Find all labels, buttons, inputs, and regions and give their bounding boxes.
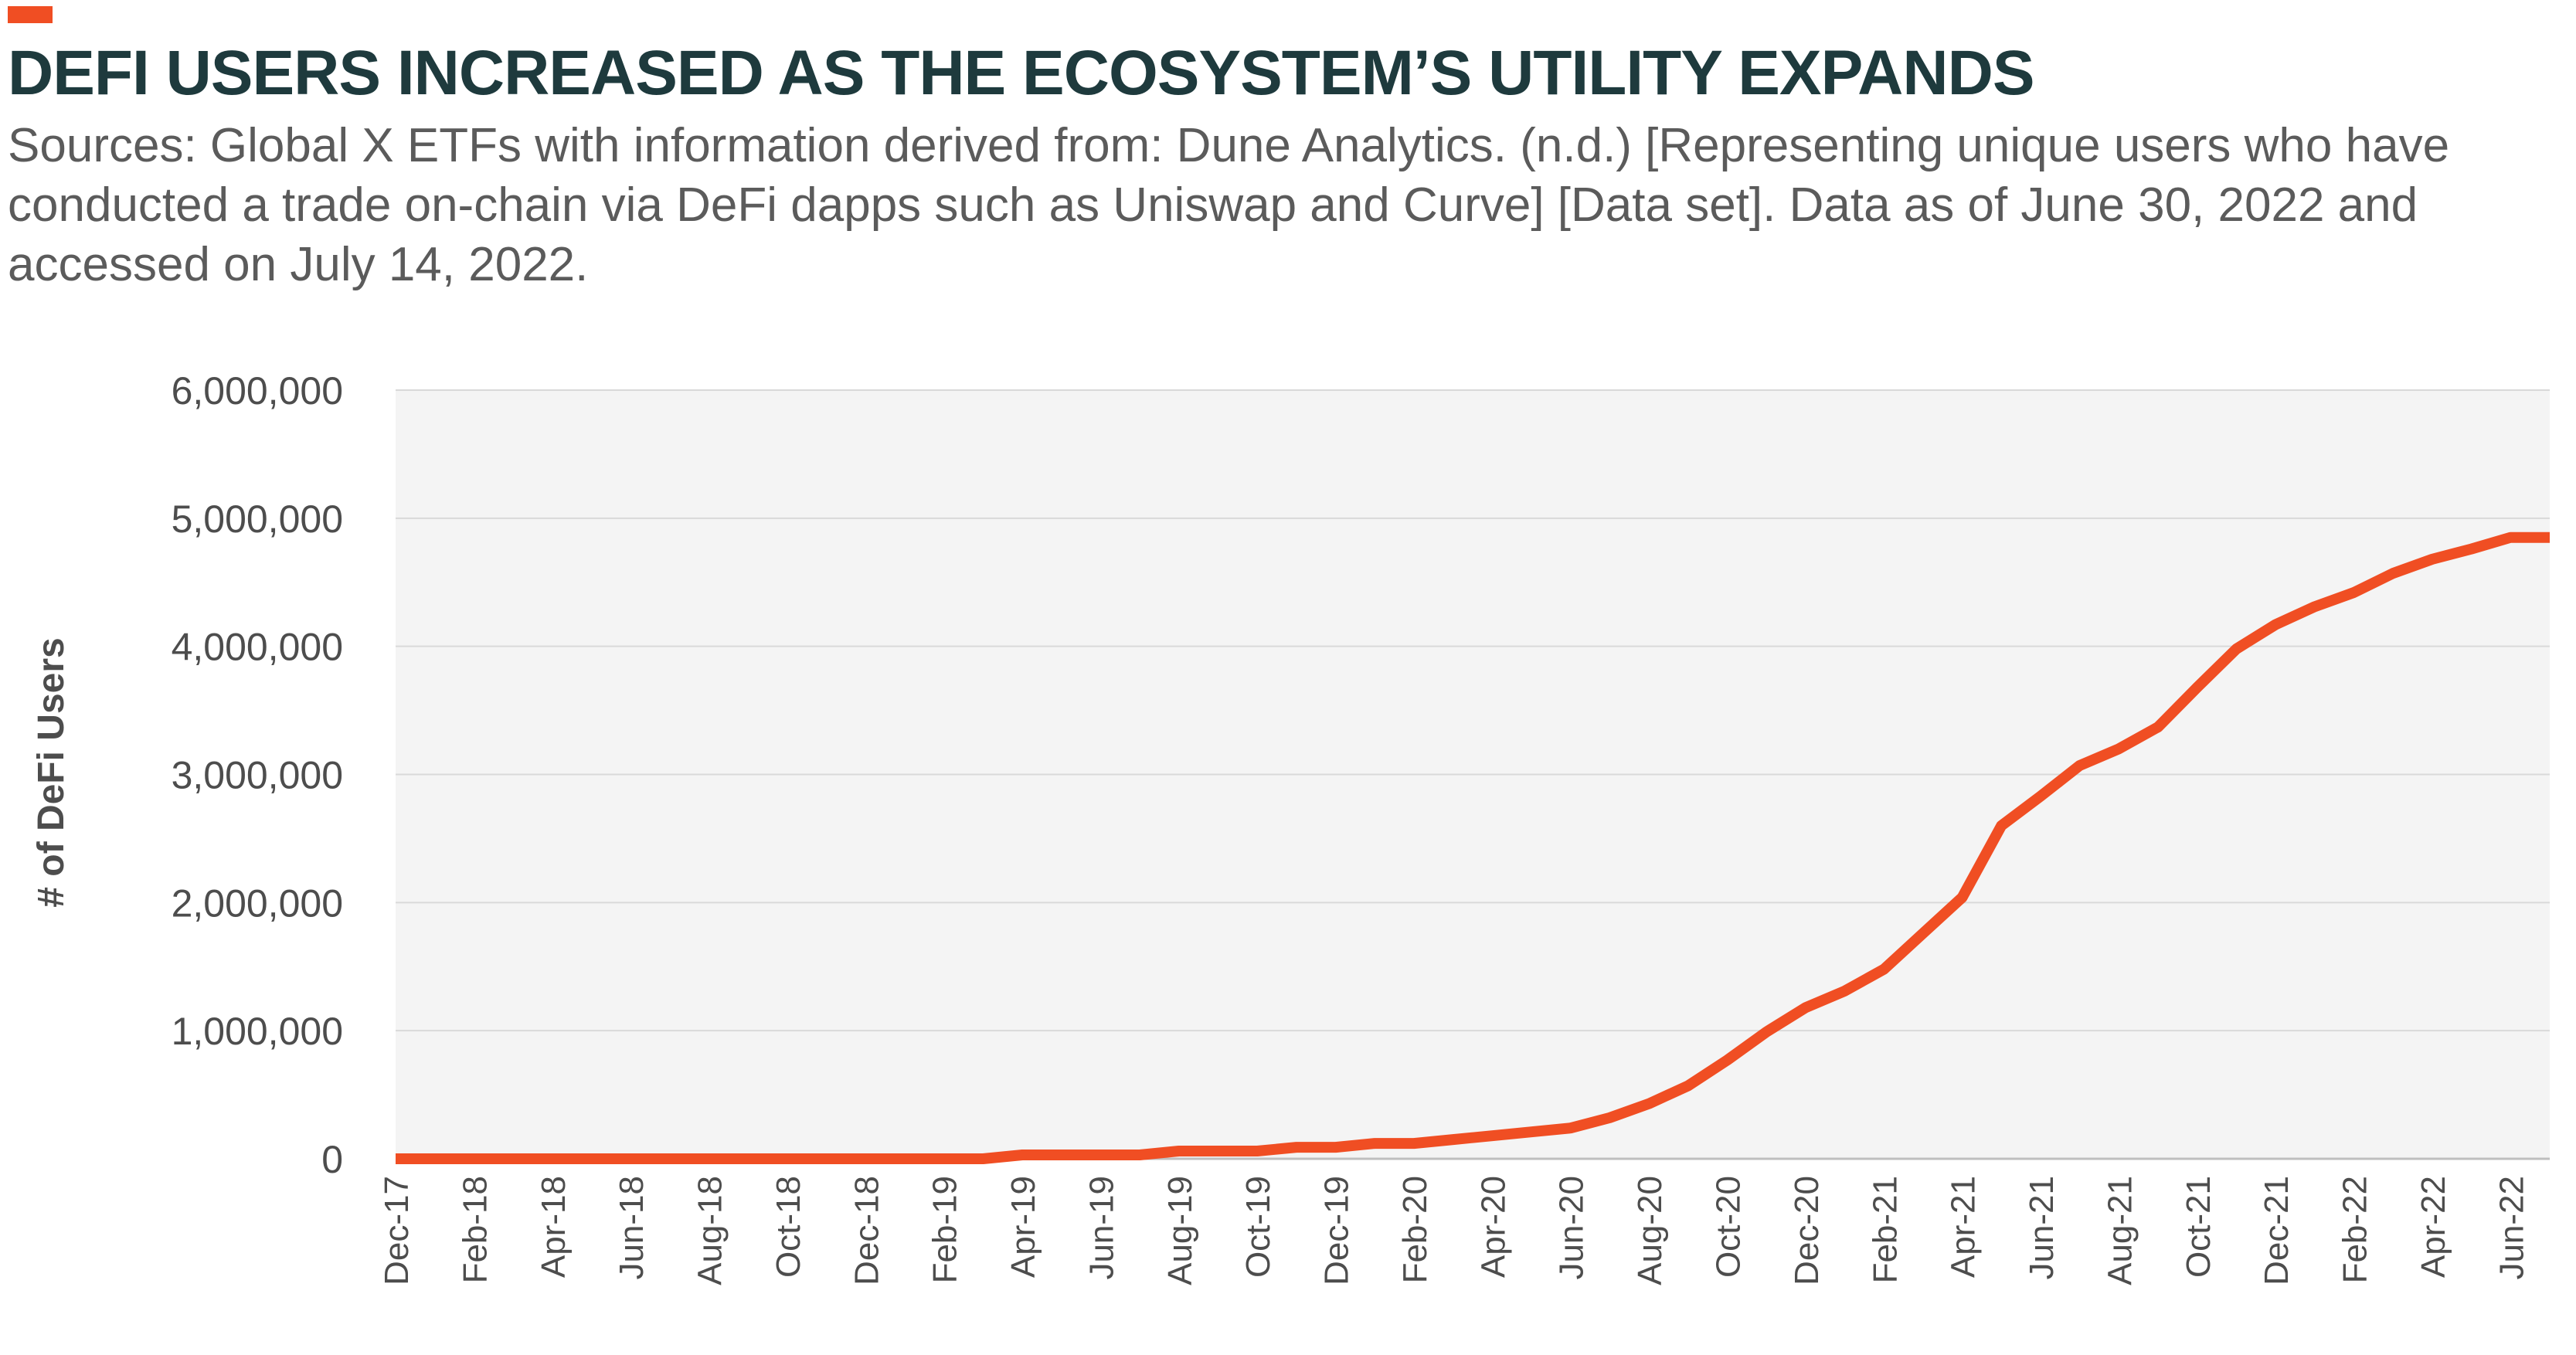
x-tick-label: Jun-20 (1553, 1176, 1591, 1280)
y-tick-label: 5,000,000 (172, 498, 343, 541)
y-axis-ticks: 0 1,000,000 2,000,000 3,000,000 4,000,000 5,0… (172, 369, 343, 1181)
x-tick-label: Dec-18 (848, 1176, 885, 1285)
x-tick-label: Aug-19 (1161, 1176, 1199, 1285)
x-tick-label: Jun-22 (2493, 1176, 2530, 1280)
x-tick-label: Feb-22 (2336, 1176, 2374, 1283)
y-tick-label: 3,000,000 (172, 754, 343, 797)
x-tick-label: Apr-18 (535, 1176, 573, 1278)
x-tick-label: Apr-21 (1945, 1176, 1983, 1278)
x-tick-label: Feb-21 (1866, 1176, 1904, 1283)
x-tick-label: Dec-19 (1318, 1176, 1356, 1285)
x-tick-label: Dec-21 (2258, 1176, 2296, 1285)
y-tick-label: 6,000,000 (172, 369, 343, 413)
y-tick-label: 0 (321, 1138, 343, 1181)
x-tick-label: Apr-19 (1004, 1176, 1042, 1278)
x-tick-label: Apr-22 (2415, 1176, 2452, 1278)
source-note: Sources: Global X ETFs with information … (8, 119, 2450, 291)
accent-bar (8, 6, 53, 23)
x-tick-label: Dec-17 (378, 1176, 416, 1285)
x-tick-label: Jun-18 (613, 1176, 651, 1280)
x-tick-label: Feb-18 (456, 1176, 494, 1283)
y-tick-label: 4,000,000 (172, 626, 343, 669)
x-tick-label: Oct-20 (1709, 1176, 1747, 1278)
y-tick-label: 1,000,000 (172, 1010, 343, 1053)
x-tick-label: Oct-21 (2180, 1176, 2217, 1278)
x-tick-label: Aug-20 (1631, 1176, 1669, 1285)
x-tick-label: Oct-19 (1239, 1176, 1277, 1278)
chart-title: DEFI USERS INCREASED AS THE ECOSYSTEM’S … (8, 38, 2035, 108)
x-tick-label: Dec-20 (1788, 1176, 1826, 1285)
y-axis-label: # of DeFi Users (31, 637, 72, 907)
x-tick-label: Apr-20 (1474, 1176, 1512, 1278)
series-line-defi-users (396, 531, 2550, 1164)
x-tick-label: Oct-18 (770, 1176, 807, 1278)
y-tick-label: 2,000,000 (172, 881, 343, 925)
x-tick-label: Jun-21 (2023, 1176, 2061, 1280)
x-tick-label: Aug-18 (692, 1176, 729, 1285)
x-axis-ticks: Dec-17 Feb-18 Apr-18 Jun-18 Aug-18 Oct-18 Dec-… (378, 1176, 2530, 1285)
x-tick-label: Jun-19 (1082, 1176, 1120, 1280)
x-tick-label: Aug-21 (2101, 1176, 2139, 1285)
x-tick-label: Feb-20 (1396, 1176, 1434, 1283)
gridlines (396, 389, 2550, 1032)
x-tick-label: Feb-19 (926, 1176, 964, 1283)
